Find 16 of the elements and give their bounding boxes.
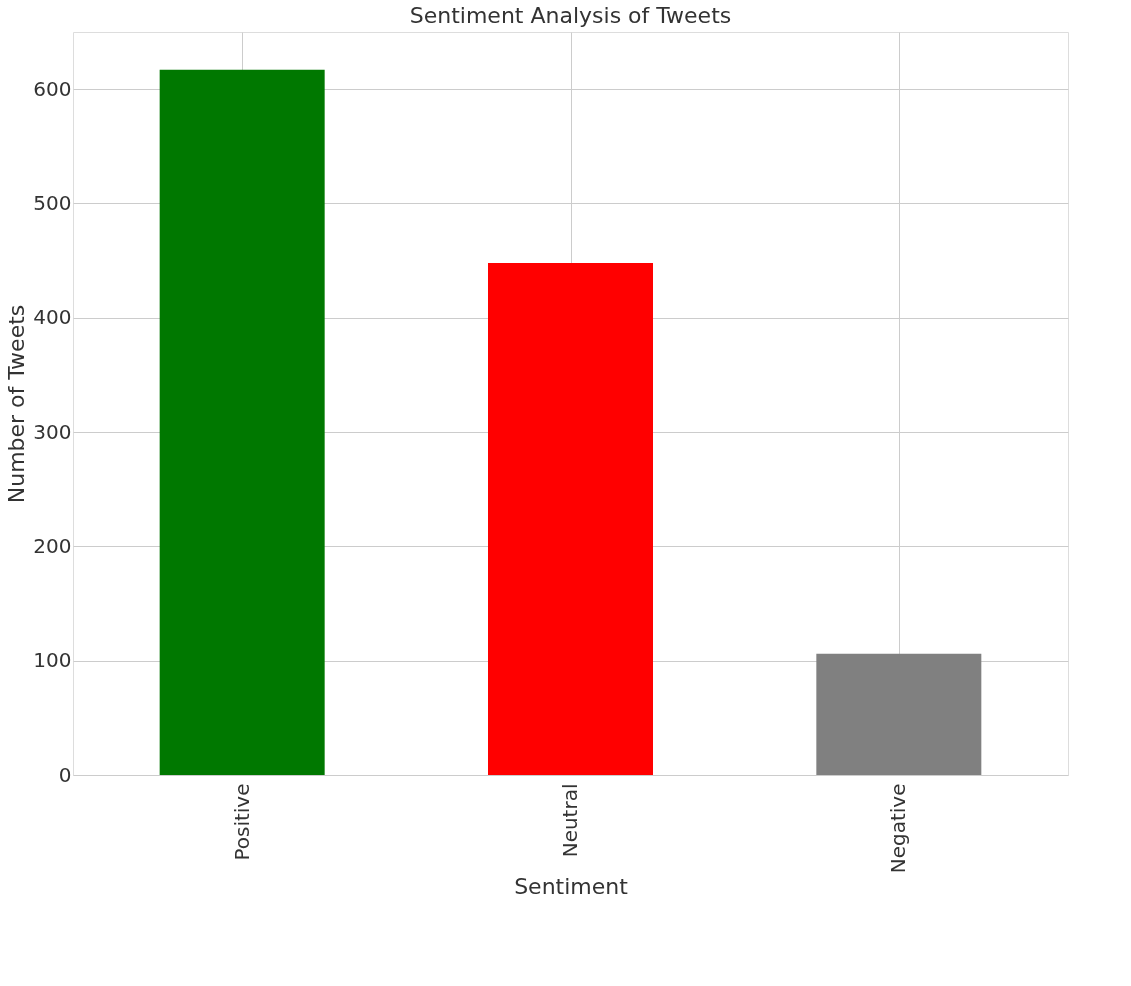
y-tick-label: 600 bbox=[33, 76, 72, 101]
x-axis-title: Sentiment bbox=[514, 874, 629, 900]
x-tick-label: Neutral bbox=[558, 783, 582, 858]
y-axis-title: Number of Tweets bbox=[4, 304, 30, 504]
y-tick-label: 200 bbox=[33, 533, 72, 558]
x-tick-label: Positive bbox=[229, 783, 254, 861]
bar bbox=[488, 262, 653, 775]
y-tick-label: 400 bbox=[33, 305, 72, 330]
y-tick-label: 300 bbox=[33, 419, 72, 444]
y-tick-label: 500 bbox=[33, 190, 72, 215]
bar bbox=[816, 653, 982, 775]
y-tick-label: 100 bbox=[33, 648, 72, 673]
y-tick-label: 0 bbox=[58, 762, 72, 787]
x-tick-label: Negative bbox=[886, 783, 911, 874]
chart-title: Sentiment Analysis of Tweets bbox=[409, 3, 732, 28]
bar bbox=[159, 69, 325, 775]
